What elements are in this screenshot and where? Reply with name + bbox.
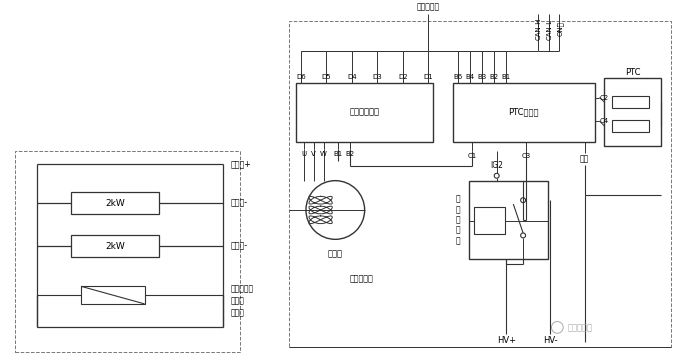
Text: D6: D6 [296, 74, 306, 80]
Bar [71, 236, 159, 257]
Text: 继电器控制: 继电器控制 [350, 274, 374, 283]
Text: CAN-H: CAN-H [536, 18, 542, 40]
Bar [81, 286, 144, 304]
Text: 2kW: 2kW [105, 199, 125, 208]
Text: 负极: 负极 [580, 155, 590, 164]
Text: IG2: IG2 [490, 161, 503, 170]
Bar [612, 96, 650, 108]
Text: C2: C2 [599, 94, 608, 101]
Text: PTC: PTC [625, 68, 641, 77]
Text: CAN-L: CAN-L [546, 19, 553, 40]
Text: C1: C1 [468, 153, 477, 159]
Text: 高压正+: 高压正+ [231, 159, 252, 168]
Text: 温度传感器: 温度传感器 [231, 285, 254, 294]
Text: D1: D1 [423, 74, 433, 80]
Text: B3: B3 [477, 74, 487, 80]
Text: HV-: HV- [543, 335, 558, 344]
Text: 压缩机: 压缩机 [328, 249, 343, 258]
Bar [452, 83, 595, 142]
Text: D3: D3 [372, 74, 382, 80]
Text: 机电微学堂: 机电微学堂 [567, 323, 592, 332]
Text: B1: B1 [502, 74, 511, 80]
Text: U: U [301, 151, 307, 157]
Bar [296, 83, 433, 142]
Text: ON电: ON电 [557, 22, 564, 36]
Text: 压缩机控制器: 压缩机控制器 [350, 108, 380, 117]
Text: D2: D2 [398, 74, 408, 80]
Text: 控制器: 控制器 [231, 308, 245, 317]
Text: D4: D4 [347, 74, 357, 80]
Bar [15, 151, 240, 352]
Text: 空
调
继
电
器: 空 调 继 电 器 [455, 195, 460, 245]
Bar [71, 192, 159, 214]
Text: C3: C3 [521, 153, 530, 159]
Text: 2kW: 2kW [105, 242, 125, 251]
Text: D5: D5 [322, 74, 331, 80]
Text: W: W [320, 151, 327, 157]
Text: B4: B4 [465, 74, 475, 80]
Text: 或温度: 或温度 [231, 297, 245, 306]
Text: C4: C4 [599, 118, 608, 124]
Text: B2: B2 [490, 74, 499, 80]
Text: B6: B6 [453, 74, 462, 80]
Text: V: V [312, 151, 316, 157]
Bar [604, 78, 661, 146]
Bar [474, 207, 505, 234]
Bar [469, 181, 548, 259]
Text: 高压负-: 高压负- [231, 199, 247, 208]
Bar [612, 120, 650, 132]
Text: 高压负-: 高压负- [231, 242, 247, 251]
Text: 温度传感器: 温度传感器 [417, 3, 440, 11]
Bar [289, 21, 671, 347]
Text: PTC控制器: PTC控制器 [508, 108, 539, 117]
Text: HV+: HV+ [497, 335, 516, 344]
Text: B2: B2 [346, 151, 355, 157]
Text: B1: B1 [334, 151, 343, 157]
